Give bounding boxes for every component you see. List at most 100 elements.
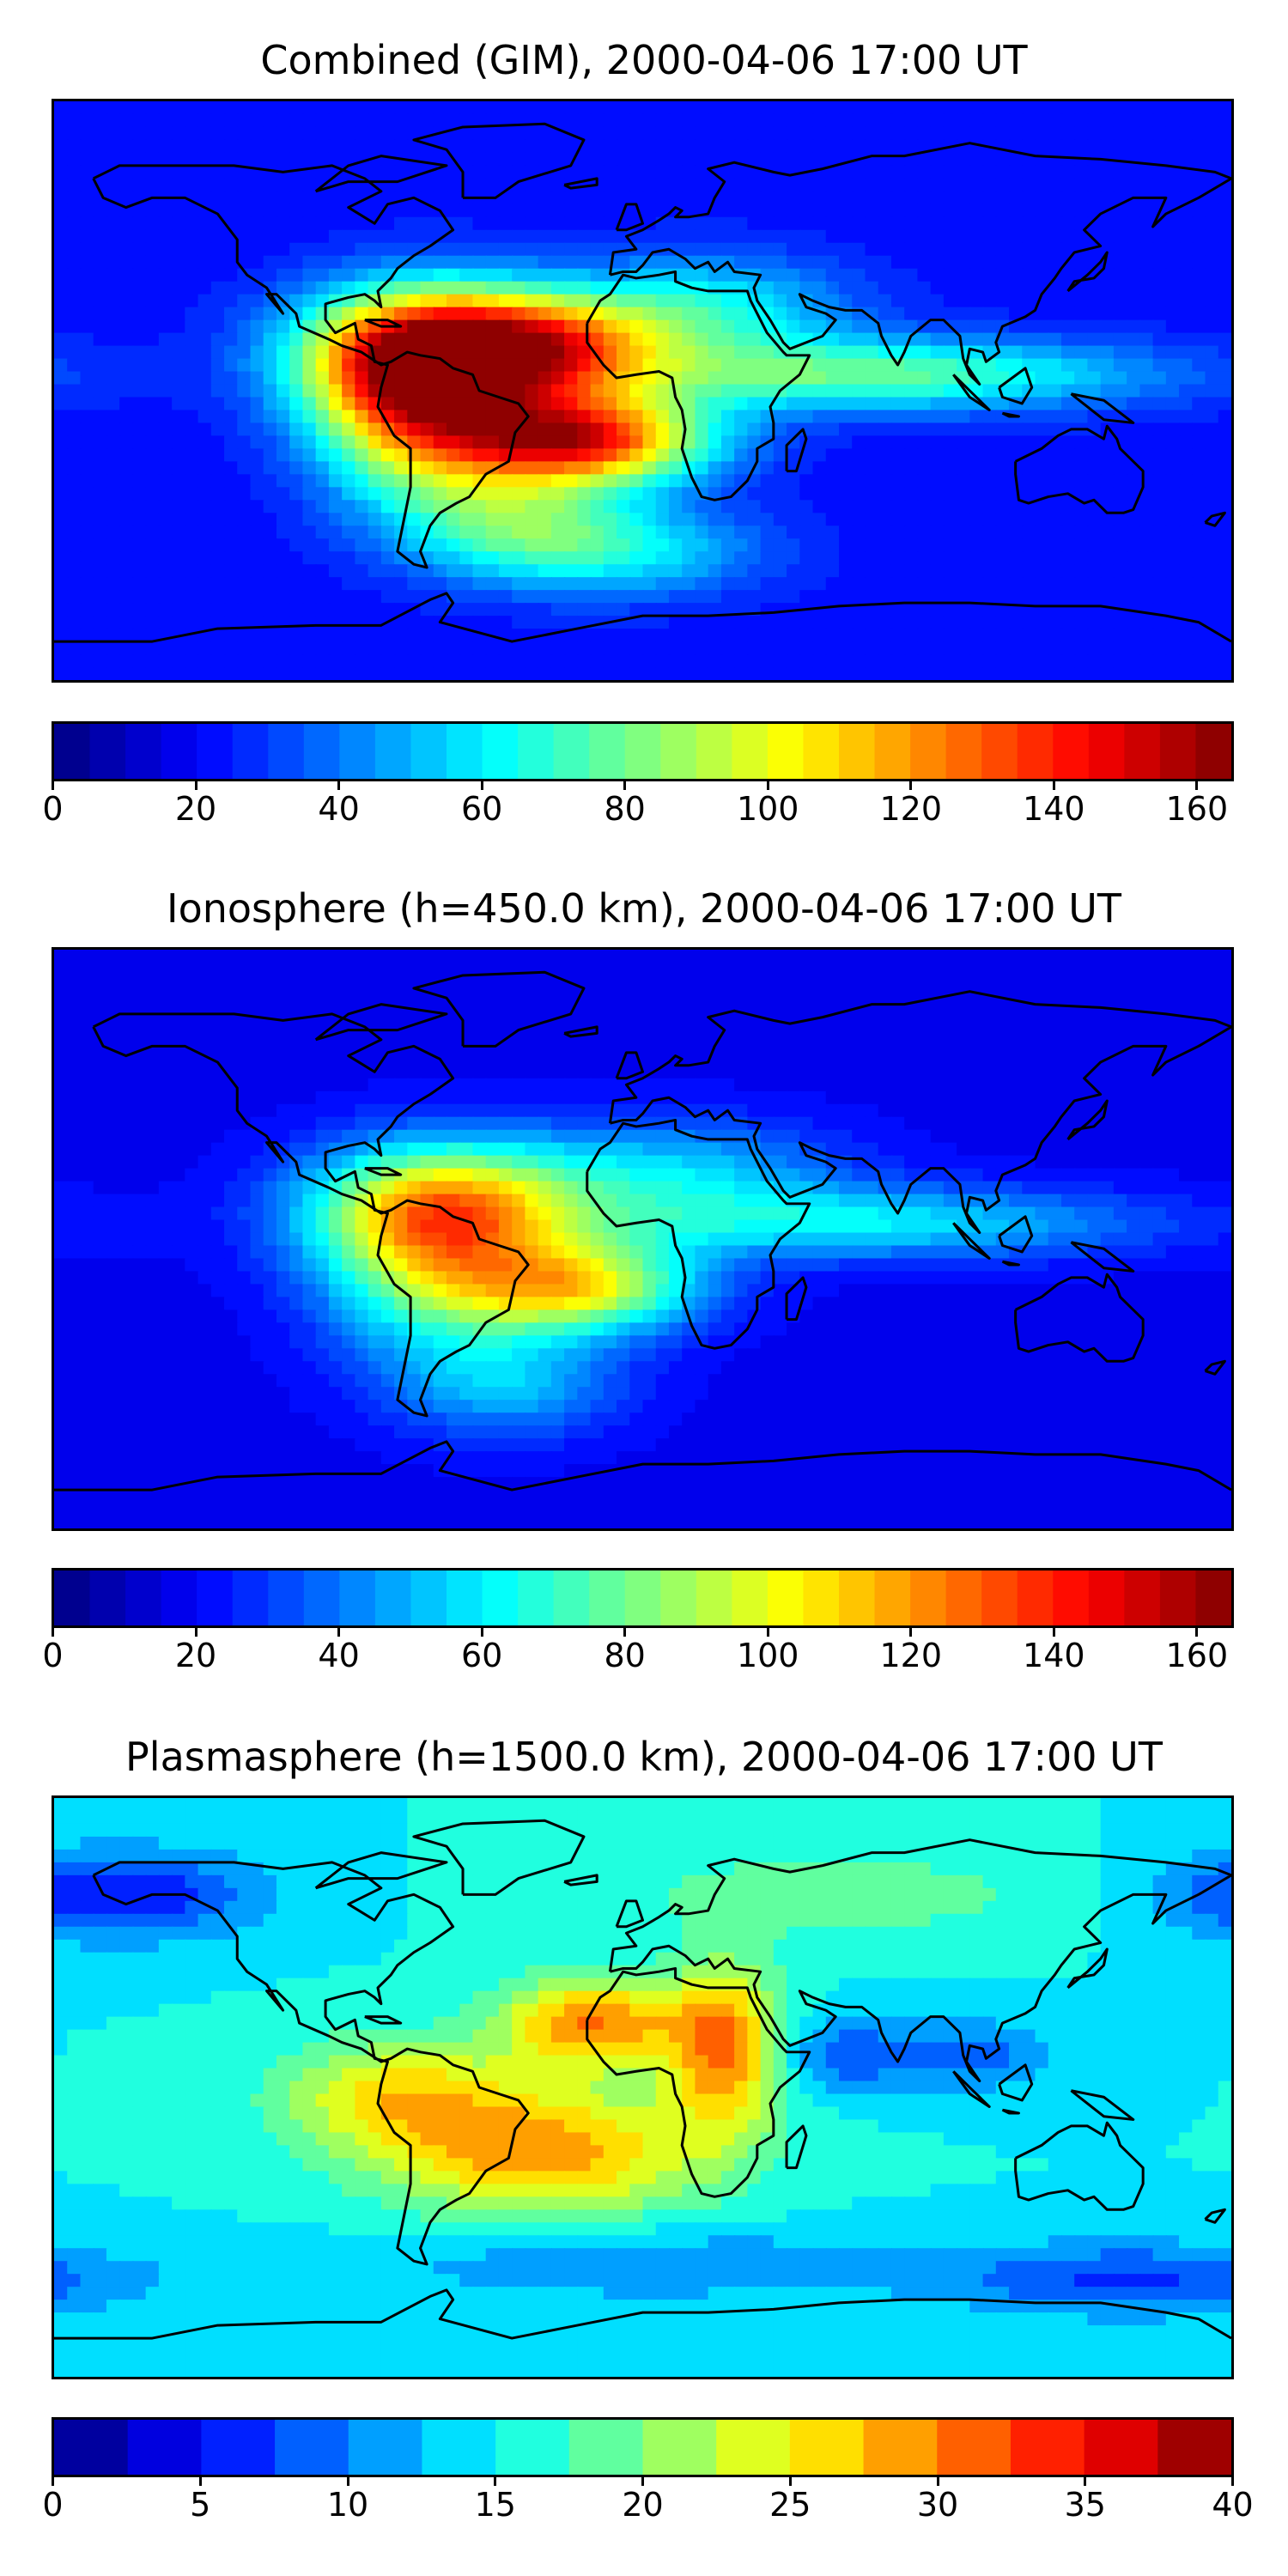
tick-label: 40 xyxy=(318,790,360,828)
coastline xyxy=(364,2015,403,2025)
colorbar-segment xyxy=(89,1571,126,1625)
tick-label: 140 xyxy=(1023,1637,1085,1674)
coastline xyxy=(563,1025,598,1038)
coastline xyxy=(998,2063,1034,2102)
tick-label: 0 xyxy=(42,1637,64,1674)
coastline xyxy=(92,164,530,569)
coastline xyxy=(1066,1099,1109,1141)
coastline xyxy=(1070,392,1135,424)
coastline xyxy=(785,1276,808,1321)
colorbar-segment xyxy=(981,724,1018,779)
colorbar-combined xyxy=(52,721,1234,781)
map-plasmasphere xyxy=(52,1795,1234,2379)
coastline xyxy=(1014,2121,1145,2211)
tick-label: 25 xyxy=(769,2486,811,2524)
colorbar-segment xyxy=(767,724,805,779)
coastline xyxy=(54,2288,1231,2340)
colorbar-plasmasphere xyxy=(52,2417,1234,2477)
tick-mark xyxy=(909,780,913,790)
colorbar-segment xyxy=(1195,724,1231,779)
coastlines xyxy=(54,1819,1231,2340)
tick-label: 100 xyxy=(736,1637,799,1674)
coastline xyxy=(364,319,403,328)
colorbar-segment xyxy=(1195,1571,1231,1625)
coastline xyxy=(785,428,808,473)
colorbar-segment xyxy=(624,1571,661,1625)
map-svg-ionosphere xyxy=(54,950,1231,1528)
colorbar-segment xyxy=(303,1571,341,1625)
colorbar-segment xyxy=(1088,724,1126,779)
colorbar-segment xyxy=(1124,724,1161,779)
tick-mark xyxy=(1084,2476,1087,2486)
tick-mark xyxy=(1052,1626,1055,1637)
coastline xyxy=(1070,1241,1135,1273)
colorbar-segment xyxy=(642,2420,717,2475)
panel-title-plasmasphere: Plasmasphere (h=1500.0 km), 2000-04-06 1… xyxy=(125,1734,1163,1780)
colorbar-segment xyxy=(803,1571,840,1625)
colorbar-segment xyxy=(410,1571,447,1625)
colorbar-segment xyxy=(54,1571,91,1625)
tick-label: 160 xyxy=(1165,790,1229,828)
colorbar-segment xyxy=(275,2420,349,2475)
tick-mark xyxy=(909,1626,913,1637)
map-ionosphere xyxy=(52,947,1234,1531)
tick-label: 15 xyxy=(474,2486,516,2524)
colorbar-segment xyxy=(863,2420,938,2475)
tick-mark xyxy=(1195,1626,1199,1637)
tick-mark xyxy=(623,1626,627,1637)
colorbar-segment xyxy=(197,724,234,779)
colorbar-segment xyxy=(54,2420,129,2475)
coastline xyxy=(615,203,645,232)
tick-mark xyxy=(766,780,769,790)
colorbar-segment xyxy=(1017,1571,1054,1625)
tick-label: 0 xyxy=(42,790,64,828)
tick-mark xyxy=(1231,2476,1234,2486)
colorbar-segment xyxy=(232,724,269,779)
tick-mark xyxy=(198,2476,202,2486)
colorbar-segment xyxy=(518,724,555,779)
colorbar-segment xyxy=(589,1571,626,1625)
colorbar-segment xyxy=(339,1571,376,1625)
colorbar-segment xyxy=(696,1571,733,1625)
colorbar-segment xyxy=(1159,724,1197,779)
colorbar-svg-combined xyxy=(54,724,1231,779)
colorbar-segment xyxy=(89,724,126,779)
tick-mark xyxy=(788,2476,792,2486)
colorbar-segment xyxy=(937,2420,1012,2475)
colorbar-segment xyxy=(1084,2420,1158,2475)
tick-label: 30 xyxy=(916,2486,959,2524)
coastline xyxy=(92,1012,530,1418)
coastline xyxy=(314,1003,448,1042)
coastline xyxy=(314,155,448,193)
colorbar-segment xyxy=(1157,2420,1231,2475)
coastline xyxy=(1014,1273,1145,1363)
coastline xyxy=(54,592,1231,643)
colorbar-segment xyxy=(201,2420,276,2475)
tick-label: 120 xyxy=(879,790,943,828)
coastline xyxy=(998,1215,1034,1254)
coastline xyxy=(1070,2089,1135,2121)
coastline xyxy=(785,2124,808,2170)
colorbar-segment xyxy=(789,2420,865,2475)
coastline xyxy=(364,1167,403,1176)
coastline xyxy=(608,990,1231,1235)
coastline xyxy=(412,1819,586,1896)
colorbar-segment xyxy=(482,724,519,779)
map-combined xyxy=(52,99,1234,683)
coastline xyxy=(998,367,1034,405)
tick-label: 40 xyxy=(1212,2486,1254,2524)
coastline xyxy=(952,1222,991,1260)
tick-mark xyxy=(194,780,197,790)
colorbar-segment xyxy=(518,1571,555,1625)
colorbar-segment xyxy=(1017,724,1054,779)
tick-mark xyxy=(480,1626,483,1637)
tick-mark xyxy=(641,2476,644,2486)
colorbar-segment xyxy=(1088,1571,1126,1625)
tick-mark xyxy=(337,780,341,790)
colorbar-segment xyxy=(268,1571,305,1625)
tick-mark xyxy=(194,1626,197,1637)
colorbar-segment xyxy=(732,1571,769,1625)
coastline xyxy=(586,1966,811,2198)
tick-label: 80 xyxy=(604,1637,646,1674)
coastline xyxy=(586,270,811,501)
